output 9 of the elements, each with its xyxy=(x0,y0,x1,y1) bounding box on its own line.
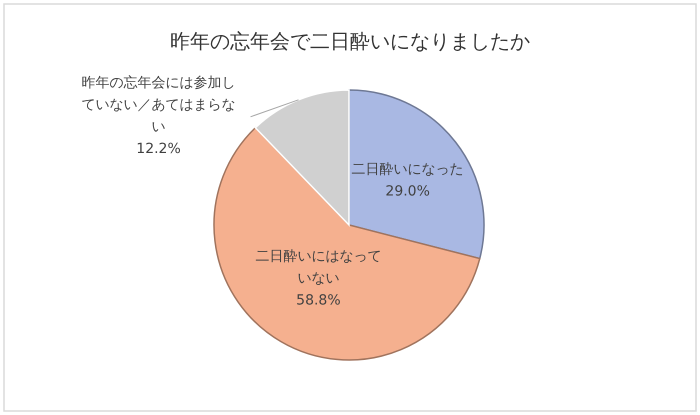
data-label: 29.0% xyxy=(385,183,430,200)
data-label: 12.2% xyxy=(136,140,181,157)
slice-label: 昨年の忘年会には参加していない／あてはまらない xyxy=(82,74,236,135)
slice-label: 二日酔いにはなっていない xyxy=(255,248,382,286)
chart-title: 昨年の忘年会で二日酔いになりましたか xyxy=(170,29,530,53)
pie-slice xyxy=(254,89,350,226)
data-label: 58.8% xyxy=(296,292,341,308)
slice-label: 二日酔いになった xyxy=(352,161,464,178)
pie-slice xyxy=(213,127,481,361)
